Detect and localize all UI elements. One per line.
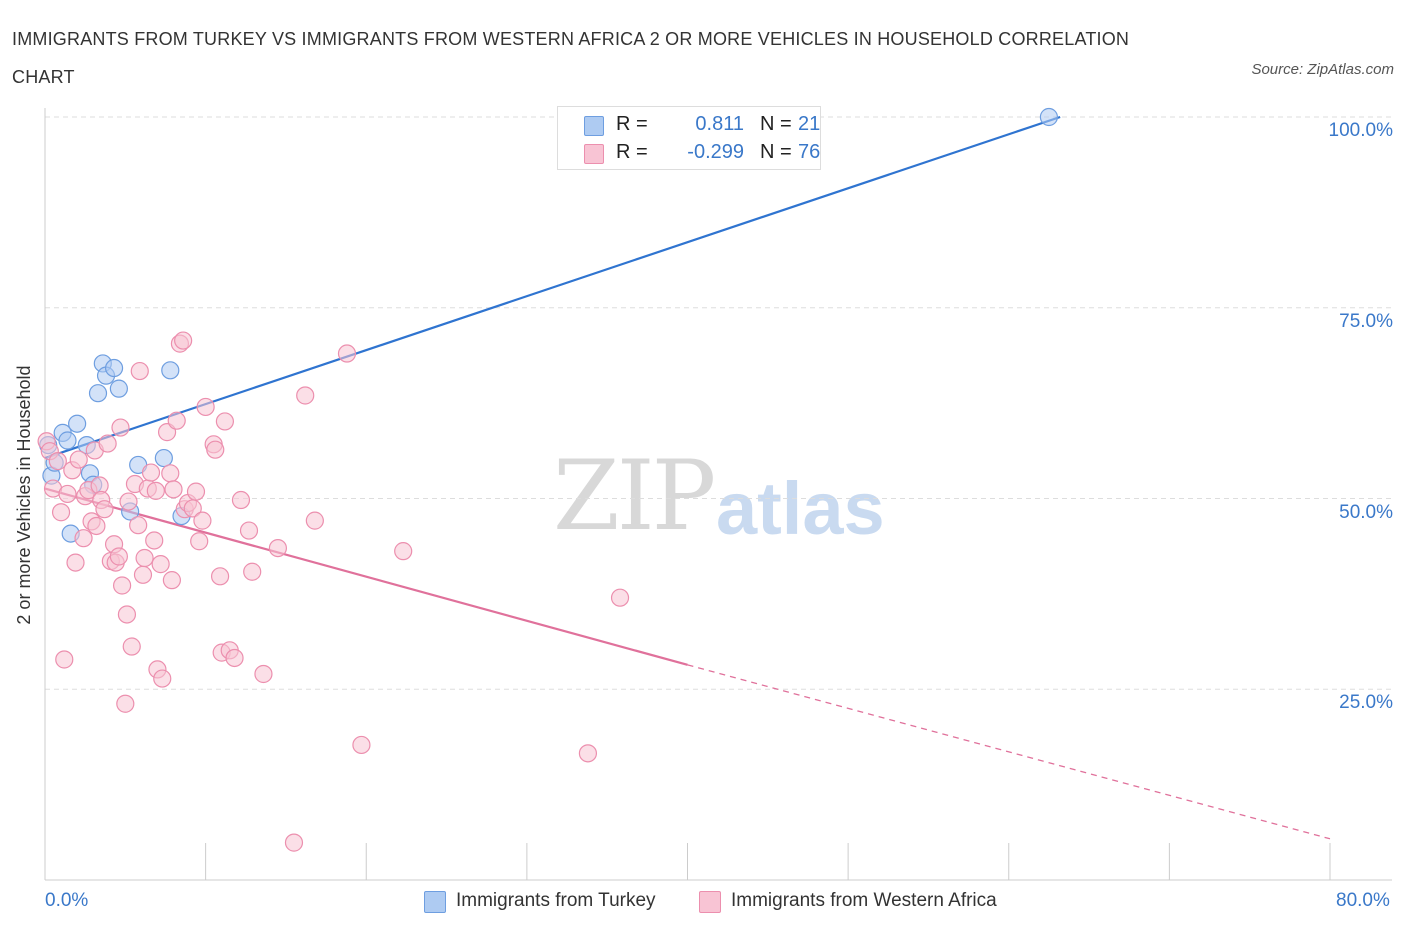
point-western-africa	[151, 555, 170, 574]
point-western-africa	[51, 503, 71, 522]
trend-line-western-africa	[44, 487, 688, 666]
point-western-africa	[196, 397, 215, 417]
point-western-africa	[117, 605, 137, 624]
point-turkey	[68, 414, 87, 433]
point-western-africa	[231, 490, 251, 510]
point-turkey	[154, 448, 173, 468]
watermark-zip: ZIP	[553, 440, 716, 552]
point-western-africa	[109, 547, 128, 566]
point-western-africa	[112, 576, 132, 595]
point-western-africa	[55, 650, 74, 669]
point-western-africa	[186, 482, 206, 501]
legend-n-value: 76	[798, 141, 821, 163]
legend-n-value: 21	[798, 113, 821, 135]
point-western-africa	[206, 440, 225, 459]
point-western-africa	[111, 418, 130, 437]
y-axis-label: 2 or more Vehicles in Household	[14, 365, 34, 625]
point-western-africa	[98, 434, 117, 453]
point-turkey	[1039, 107, 1059, 127]
point-western-africa	[119, 492, 138, 511]
point-western-africa	[141, 463, 161, 482]
point-western-africa	[578, 744, 598, 763]
point-western-africa	[116, 694, 135, 713]
trend-line-turkey	[44, 115, 1061, 460]
point-western-africa	[268, 538, 288, 558]
y-tick-label: 75.0%	[1339, 310, 1393, 332]
y-tick-label: 25.0%	[1339, 692, 1393, 714]
point-western-africa	[161, 464, 180, 483]
point-western-africa	[352, 735, 371, 755]
legend-r-label: R =	[616, 141, 648, 163]
point-turkey	[109, 379, 128, 398]
trend-layer	[44, 115, 1331, 840]
point-western-africa	[296, 386, 315, 405]
point-western-africa	[243, 562, 262, 581]
point-western-africa	[133, 565, 153, 584]
legend-n-label: N =	[760, 141, 792, 163]
point-turkey	[161, 361, 180, 380]
point-western-africa	[146, 481, 165, 500]
chart-title: IMMIGRANTS FROM TURKEY VS IMMIGRANTS FRO…	[12, 29, 1130, 87]
point-western-africa	[87, 516, 106, 536]
point-western-africa	[190, 532, 209, 551]
legend-r-value: 0.811	[695, 113, 744, 135]
point-western-africa	[215, 412, 234, 431]
legend-r-value: -0.299	[687, 141, 744, 163]
point-western-africa	[167, 411, 186, 430]
point-western-africa	[305, 511, 324, 530]
point-western-africa	[193, 511, 212, 530]
point-western-africa	[69, 450, 88, 469]
point-western-africa	[66, 553, 85, 572]
x-tick-min: 0.0%	[45, 890, 89, 911]
point-western-africa	[48, 452, 67, 471]
point-turkey	[88, 384, 108, 403]
point-western-africa	[210, 567, 230, 586]
point-western-africa	[239, 521, 259, 540]
point-western-africa	[153, 669, 172, 688]
correlation-legend: R = 0.811 N = 21 R = -0.299 N = 76	[557, 106, 821, 170]
trend-line-western-africa-extension	[687, 664, 1331, 840]
bottom-legend-label-turkey: Immigrants from Turkey	[456, 890, 656, 911]
point-western-africa	[174, 331, 193, 350]
legend-n-label: N =	[760, 113, 792, 135]
y-tick-label: 100.0%	[1328, 120, 1393, 141]
point-western-africa	[225, 648, 244, 668]
point-western-africa	[74, 529, 93, 548]
legend-r-label: R =	[616, 113, 648, 135]
point-layer	[37, 107, 1059, 852]
point-western-africa	[162, 571, 181, 590]
point-western-africa	[129, 516, 148, 535]
bottom-legend-swatch-western-africa	[699, 891, 721, 913]
point-western-africa	[164, 480, 183, 499]
point-western-africa	[130, 361, 149, 381]
legend-swatch-turkey	[584, 116, 604, 136]
point-western-africa	[122, 637, 141, 656]
point-turkey	[104, 358, 124, 378]
chart-source: Source: ZipAtlas.com	[1251, 61, 1394, 78]
point-western-africa	[337, 344, 357, 363]
point-western-africa	[394, 542, 413, 561]
x-tick-max: 80.0%	[1336, 890, 1390, 911]
y-tick-label: 50.0%	[1339, 501, 1393, 523]
point-western-africa	[145, 531, 164, 550]
bottom-legend-swatch-turkey	[424, 891, 446, 913]
point-western-africa	[58, 484, 77, 504]
point-western-africa	[95, 500, 114, 519]
bottom-legend-label-western-africa: Immigrants from Western Africa	[731, 890, 997, 911]
point-turkey	[58, 431, 77, 450]
point-western-africa	[135, 548, 154, 568]
point-western-africa	[610, 588, 630, 607]
grid-layer	[45, 116, 1392, 690]
axis-layer	[44, 108, 1392, 881]
point-western-africa	[254, 664, 273, 684]
watermark-atlas: atlas	[716, 467, 885, 550]
point-western-africa	[284, 833, 304, 852]
legend-swatch-western-africa	[584, 144, 604, 164]
